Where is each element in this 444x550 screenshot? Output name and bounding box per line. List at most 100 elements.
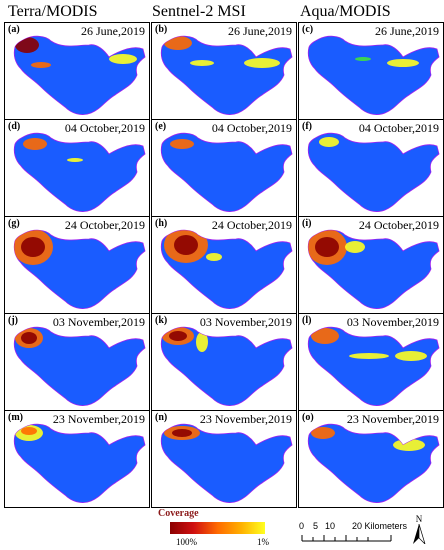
bloom-patch: [109, 54, 137, 64]
legend-title: Coverage: [158, 508, 199, 519]
map-panel: (b) 26 June,2019: [151, 22, 297, 120]
map-panel: (o) 23 November,2019: [298, 410, 444, 508]
panel-date: 04 October,2019: [358, 121, 439, 135]
lake-shape: [307, 326, 440, 406]
bloom-patch: [15, 37, 39, 53]
lake-shape: [160, 132, 293, 212]
panel-date: 03 November,2019: [346, 315, 439, 329]
panel-date: 04 October,2019: [64, 121, 145, 135]
map-panel: (c) 26 June,2019: [298, 22, 444, 120]
lake-map: [13, 326, 146, 406]
map-panel: (g) 24 October,2019: [4, 216, 150, 314]
panel-label: (o): [302, 412, 314, 423]
bloom-patch: [190, 60, 214, 66]
lake-map: [160, 326, 293, 406]
panel-date: 26 June,2019: [375, 24, 439, 38]
lake-map: [13, 132, 146, 212]
bloom-patch: [319, 137, 339, 147]
lake-map: [13, 229, 146, 309]
panel-label: (j): [8, 315, 18, 326]
map-panel: (a) 26 June,2019: [4, 22, 150, 120]
bloom-patch: [170, 139, 194, 149]
bloom-patch: [345, 241, 365, 253]
bloom-patch: [21, 427, 37, 435]
bloom-patch: [311, 427, 335, 439]
lake-map: [307, 423, 440, 503]
lake-shape: [13, 423, 146, 503]
bloom-patch: [21, 332, 37, 344]
lake-map: [160, 229, 293, 309]
bloom-patch: [31, 62, 51, 68]
bloom-patch: [349, 353, 389, 359]
panel-date: 23 November,2019: [346, 412, 439, 426]
panel-label: (f): [302, 121, 312, 132]
north-arrow-icon: N: [412, 514, 426, 549]
lake-map: [307, 326, 440, 406]
map-grid: (a) 26 June,2019 (b) 26 June,2019 (c) 26 June…: [4, 22, 444, 512]
map-panel: (e) 04 October,2019: [151, 119, 297, 217]
lake-map: [307, 35, 440, 115]
lake-shape: [307, 132, 440, 212]
panel-date: 03 November,2019: [199, 315, 292, 329]
bloom-patch: [196, 332, 208, 352]
scale-tick-5: 5: [313, 521, 319, 531]
panel-label: (g): [8, 218, 20, 229]
scale-tick-10: 10: [325, 521, 336, 531]
map-panel: (n) 23 November,2019: [151, 410, 297, 508]
lake-shape: [160, 35, 293, 115]
panel-date: 24 October,2019: [211, 218, 292, 232]
scale-bar: [301, 535, 392, 542]
map-panel: (j) 03 November,2019: [4, 313, 150, 411]
panel-date: 03 November,2019: [52, 315, 145, 329]
map-panel: (k) 03 November,2019: [151, 313, 297, 411]
panel-date: 26 June,2019: [81, 24, 145, 38]
bloom-patch: [315, 237, 339, 257]
bloom-patch: [172, 429, 192, 437]
bloom-patch: [164, 36, 192, 50]
lake-map: [307, 132, 440, 212]
bloom-patch: [395, 351, 427, 361]
lake-shape: [160, 423, 293, 503]
lake-map: [160, 132, 293, 212]
map-panel: (d) 04 October,2019: [4, 119, 150, 217]
lake-shape: [307, 35, 440, 115]
panel-label: (k): [155, 315, 168, 326]
map-panel: (i) 24 October,2019: [298, 216, 444, 314]
bloom-patch: [311, 328, 339, 344]
map-panel: (h) 24 October,2019: [151, 216, 297, 314]
panel-label: (l): [302, 315, 312, 326]
panel-label: (n): [155, 412, 168, 423]
lake-map: [13, 423, 146, 503]
panel-date: 24 October,2019: [64, 218, 145, 232]
panel-date: 24 October,2019: [358, 218, 439, 232]
column-header-terra: Terra/MODIS: [8, 3, 98, 20]
bloom-patch: [21, 237, 45, 257]
lake-map: [307, 229, 440, 309]
panel-date: 23 November,2019: [199, 412, 292, 426]
bloom-patch: [355, 57, 371, 61]
bloom-patch: [387, 59, 419, 67]
lake-shape: [13, 326, 146, 406]
panel-label: (i): [302, 218, 312, 229]
lake-map: [160, 35, 293, 115]
panel-label: (e): [155, 121, 167, 132]
scale-tick-20: 20 Kilometers: [352, 521, 408, 531]
bloom-patch: [67, 158, 83, 162]
lake-shape: [160, 326, 293, 406]
scale-tick-0: 0: [299, 521, 305, 531]
panel-date: 26 June,2019: [228, 24, 292, 38]
bloom-patch: [206, 253, 222, 261]
panel-label: (b): [155, 24, 168, 35]
panel-label: (m): [8, 412, 23, 423]
lake-shape: [13, 132, 146, 212]
bloom-patch: [244, 58, 280, 68]
panel-label: (a): [8, 24, 20, 35]
panel-label: (c): [302, 24, 314, 35]
panel-label: (d): [8, 121, 21, 132]
map-panel: (f) 04 October,2019: [298, 119, 444, 217]
bloom-patch: [23, 138, 47, 150]
map-panel: (m) 23 November,2019: [4, 410, 150, 508]
column-header-sentinel: Sentnel-2 MSI: [152, 3, 246, 20]
legend-color-ramp: [170, 522, 265, 534]
legend-high-label: 100%: [176, 537, 197, 547]
